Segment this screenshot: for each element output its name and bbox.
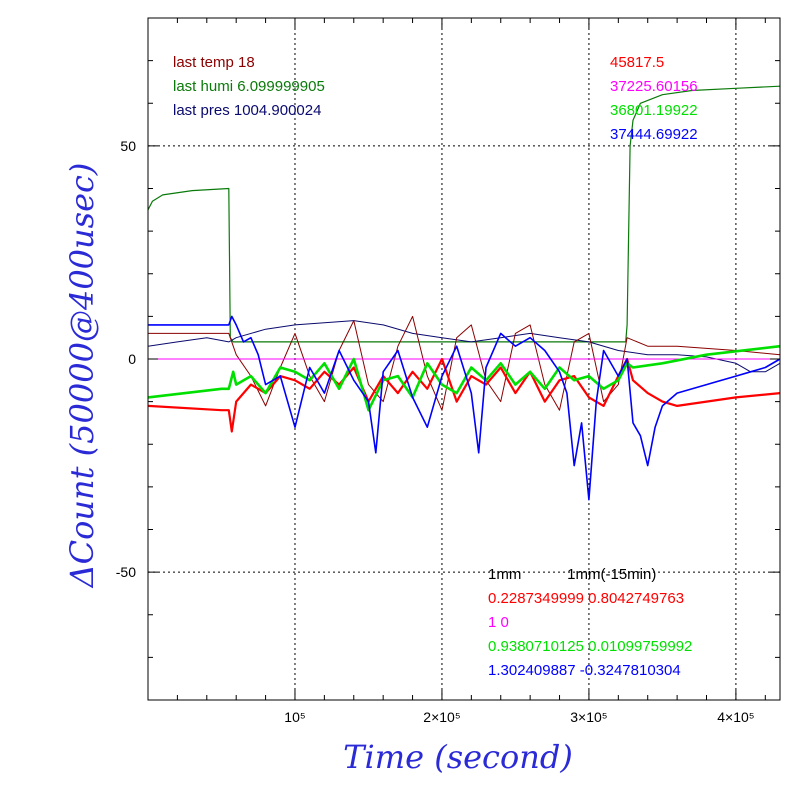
x-tick-label-0: 10⁵	[284, 709, 305, 725]
x-tick-label-3: 4×10⁵	[717, 709, 754, 725]
y-tick-label-0: 50	[120, 138, 136, 154]
x-tick-label-2: 3×10⁵	[570, 709, 607, 725]
coefficient-text-4: 1.302409887 -0.3247810304	[488, 662, 681, 679]
coefficient-text-2: 1 0	[488, 614, 509, 631]
last-reading-text-0: last temp 18	[173, 54, 255, 71]
series-line-ch_green	[147, 344, 781, 412]
y-axis-title: ΔCount (50000@400usec)	[63, 163, 101, 590]
series-line-ch_blue	[148, 315, 781, 501]
channel-count-text-0: 45817.5	[610, 54, 664, 71]
coefficient-text-0: 1mm 1mm(-15min)	[488, 566, 656, 583]
last-reading-text-1: last humi 6.099999905	[173, 78, 325, 95]
series-line-humidity	[147, 85, 781, 343]
channel-count-text-1: 37225.60156	[610, 78, 698, 95]
coefficient-text-1: 0.2287349999 0.8042749763	[488, 590, 684, 607]
channel-count-text-3: 37444.69922	[610, 126, 698, 143]
x-axis-title: Time (second)	[343, 738, 573, 776]
series-line-ch_red	[147, 357, 781, 433]
tick-labels: 10⁵ 2×10⁵ 3×10⁵ 4×10⁵ 50 0 -50	[116, 138, 755, 725]
series-layer	[147, 85, 781, 501]
x-tick-label-1: 2×10⁵	[423, 709, 460, 725]
annotations-layer: last temp 18 last humi 6.099999905 last pr…	[173, 54, 698, 679]
series-line-pressure	[147, 320, 781, 373]
y-tick-label-1: 0	[128, 351, 136, 367]
last-reading-text-2: last pres 1004.900024	[173, 102, 321, 119]
axes-layer	[147, 17, 781, 701]
y-tick-label-2: -50	[116, 564, 136, 580]
coefficient-text-3: 0.9380710125 0.01099759992	[488, 638, 692, 655]
channel-count-text-2: 36801.19922	[610, 102, 698, 119]
